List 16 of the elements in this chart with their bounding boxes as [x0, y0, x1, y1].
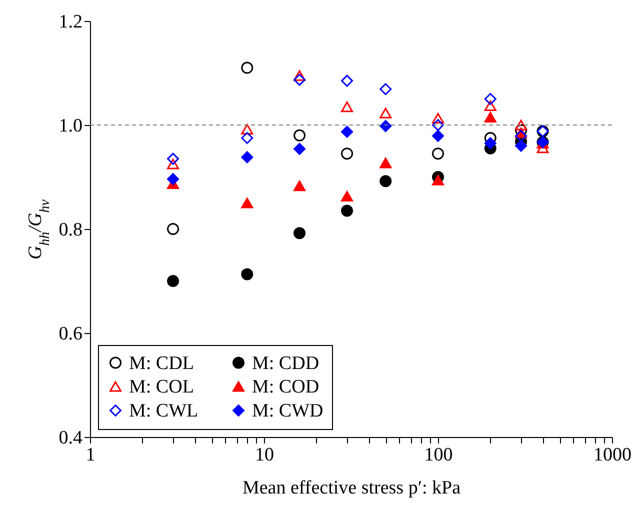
x-tick-label: 1000 — [594, 444, 632, 466]
x-tick-label: 1 — [86, 444, 96, 466]
legend-label: M: COL — [129, 376, 194, 398]
legend-label: M: COD — [252, 376, 320, 398]
legend-label: M: CWL — [129, 400, 198, 422]
y-tick-label: 0.8 — [58, 220, 82, 240]
legend-label: M: CWD — [252, 400, 324, 422]
y-tick-label: 1.0 — [58, 116, 82, 136]
legend-label: M: CDD — [252, 352, 320, 374]
legend-label: M: CDL — [129, 352, 194, 374]
x-tick-label: 10 — [255, 444, 274, 466]
x-tick-label: 100 — [424, 444, 453, 466]
y-tick-label: 0.4 — [58, 428, 83, 448]
y-tick-label: 0.6 — [58, 324, 82, 344]
y-tick-label: 1.2 — [58, 12, 82, 32]
x-axis-title: Mean effective stress p′: kPa — [242, 478, 462, 498]
